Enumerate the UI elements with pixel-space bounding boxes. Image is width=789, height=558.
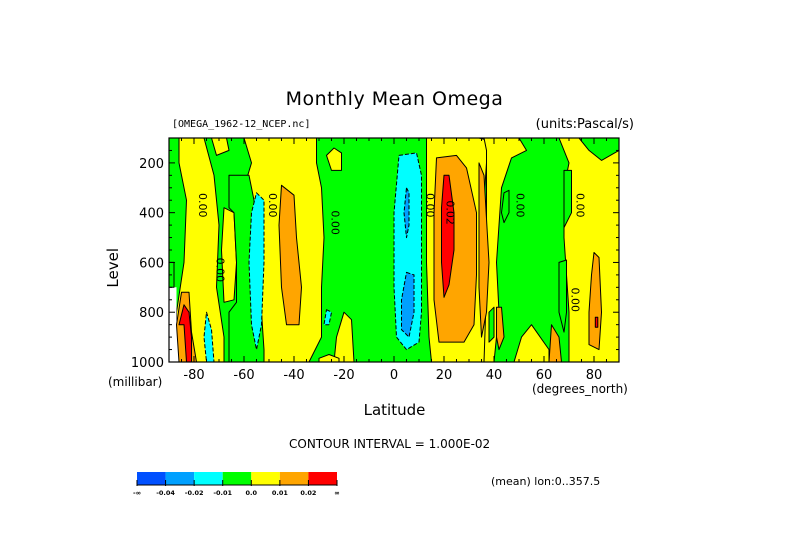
mean-annotation: (mean) lon:0..357.5: [491, 475, 601, 488]
contour-label: 0.00: [214, 258, 227, 283]
contour-label: 0.02: [444, 200, 457, 225]
contour-label: 0.00: [266, 193, 279, 218]
y-tick-label: 800: [139, 306, 164, 321]
y-tick-label: 200: [139, 157, 164, 172]
y-axis-title: Level: [104, 208, 122, 288]
contour-region-missing: [169, 262, 184, 362]
contour-label: 0.00: [514, 193, 527, 218]
contour-region-blue: [401, 271, 415, 338]
contour-region-orange: [548, 324, 562, 362]
contour-label: 0.00: [574, 193, 587, 218]
colorbar-label: -0.04: [156, 489, 175, 497]
contour-region-orange: [433, 154, 477, 343]
y-axis-unit-label: (millibar): [108, 375, 163, 389]
units-label: (units:Pascal/s): [535, 117, 634, 132]
contour-region-orange: [496, 306, 505, 351]
x-tick-label: -60: [233, 368, 254, 383]
x-tick-label: -40: [283, 368, 304, 383]
contour-region-green: [501, 189, 510, 224]
contour-label: 0.00: [196, 193, 209, 218]
contour-region-yellow: [426, 138, 490, 362]
contour-label: 0.00: [424, 193, 437, 218]
colorbar: -∞ -0.04 -0.02 -0.01 0.0 0.01 0.02 ∞: [133, 472, 340, 497]
x-axis-unit-label: (degrees_north): [532, 382, 628, 396]
x-tick-label: 60: [536, 368, 553, 383]
colorbar-swatch: [251, 472, 280, 485]
contour-label: 0.00: [329, 210, 342, 235]
contour-region-orange: [176, 291, 197, 362]
y-tick-label: 600: [139, 256, 164, 271]
contour-region-yellow: [176, 138, 225, 362]
colorbar-swatch: [308, 472, 337, 485]
contour-region-blue: [403, 187, 410, 239]
y-tick-label: 1000: [131, 356, 164, 371]
contour-region-red: [441, 174, 455, 298]
contour-region-yellow: [211, 138, 230, 156]
contour-region-orange: [588, 252, 602, 351]
colorbar-label: 0.02: [300, 489, 316, 497]
contour-region-green: [169, 261, 175, 288]
colorbar-swatch: [222, 472, 252, 485]
x-tick-label: -80: [183, 368, 204, 383]
contour-region-green: [488, 306, 495, 343]
y-axis-title-text: Level: [104, 248, 122, 288]
contour-region-cyan: [393, 152, 422, 351]
contour-region-yellow: [333, 311, 355, 362]
contour-region-yellow: [221, 207, 237, 303]
x-tick-label: 40: [486, 368, 503, 383]
contour-label: 0.00: [569, 288, 582, 313]
contour-region-cyan: [203, 311, 215, 362]
contour-region-orange: [478, 162, 490, 338]
colorbar-swatch: [279, 472, 309, 485]
contour-region-yellow: [318, 354, 340, 362]
contour-labels: 0.00 0.00 0.00 0.00 0.00 0.02 0.00 0.00 0.00: [196, 193, 587, 312]
contour-region-yellow: [243, 138, 325, 362]
colorbar-label: 0.0: [246, 489, 258, 497]
contour-region-green: [228, 174, 265, 362]
x-axis-title: Latitude: [0, 401, 789, 419]
contour-region-red: [178, 304, 192, 362]
colorbar-swatch: [137, 472, 166, 485]
colorbar-label: -0.01: [213, 489, 232, 497]
dataset-file-label: [OMEGA_1962-12_NCEP.nc]: [172, 119, 311, 130]
contour-interval-label: CONTOUR INTERVAL = 1.000E-02: [289, 437, 491, 451]
x-axis-title-text: Latitude: [363, 401, 426, 419]
plot-area: [169, 138, 619, 362]
colorbar-label: -∞: [133, 489, 141, 497]
colorbar-label: 0.01: [272, 489, 289, 497]
plot-frame: [168, 137, 620, 363]
contour-region-red: [594, 316, 599, 328]
contour-region-yellow: [558, 138, 619, 362]
contour-region-yellow: [326, 147, 342, 171]
contour-region-green: [563, 169, 572, 229]
contour-band-background: [169, 138, 619, 362]
chart-title: Monthly Mean Omega: [285, 88, 504, 110]
contour-region-green: [558, 259, 567, 333]
x-tick-label: 20: [436, 368, 453, 383]
contour-region-cyan: [248, 192, 265, 351]
x-tick-label: 80: [586, 368, 603, 383]
contour-region-orange: [278, 184, 302, 326]
contour-region-yellow: [483, 138, 527, 362]
y-tick-label: 400: [139, 207, 164, 222]
colorbar-label: ∞: [334, 489, 339, 497]
contour-region-cyan: [323, 309, 332, 326]
x-tick-label: -20: [333, 368, 354, 383]
contour-region-yellow: [513, 324, 550, 362]
colorbar-swatch: [165, 472, 195, 485]
x-tick-label: 0: [390, 368, 398, 383]
colorbar-label: -0.02: [185, 489, 204, 497]
colorbar-swatch: [194, 472, 223, 485]
axis-ticks: -80 -60 -40 -20 0 20 40 60 80 200 400 600 800 1000: [131, 137, 620, 383]
